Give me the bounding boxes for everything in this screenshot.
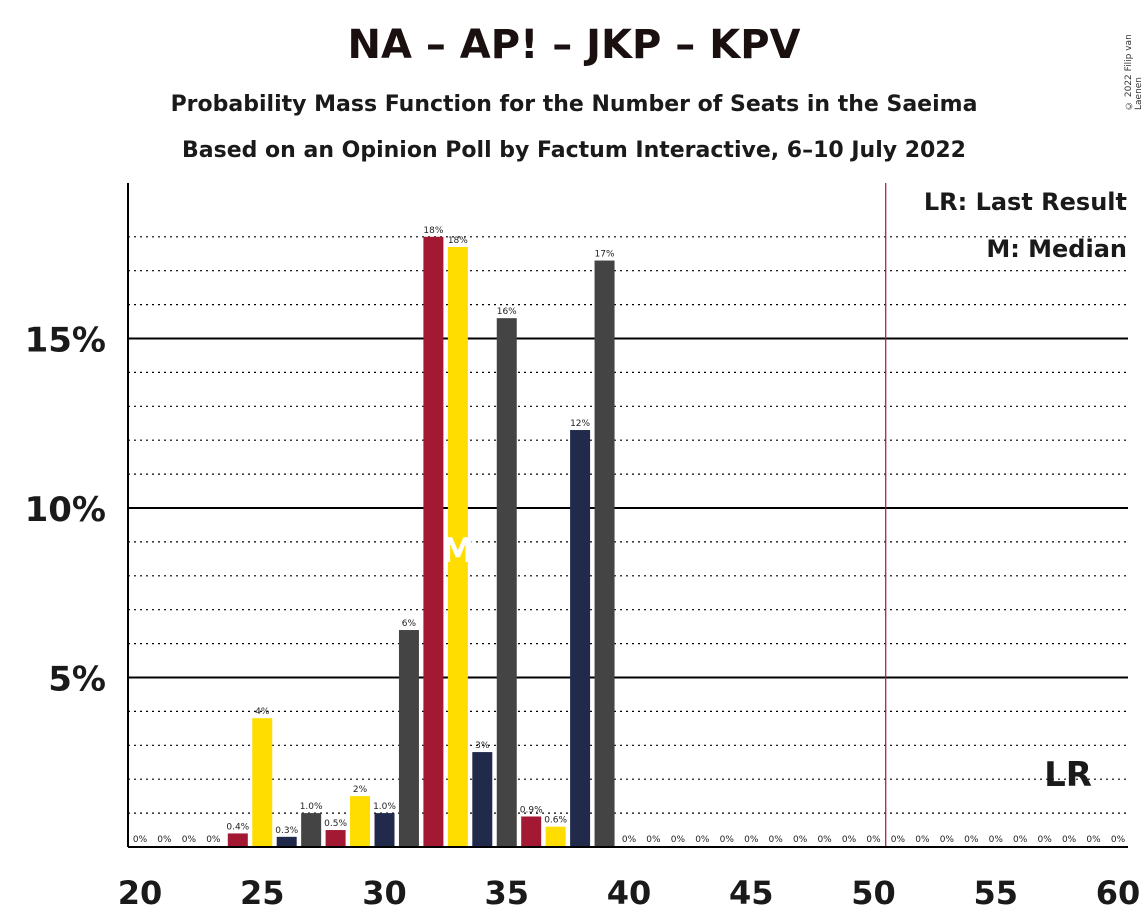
bar-value-label: 0% (744, 835, 759, 845)
bar-value-label: 0% (866, 835, 881, 845)
bar-value-label: 0% (671, 835, 686, 845)
bar-value-label: 16% (497, 307, 517, 317)
bar-value-label: 0.4% (226, 822, 249, 832)
median-marker: M (441, 531, 475, 571)
bar-value-label: 18% (448, 236, 468, 246)
chart-title: NA – AP! – JKP – KPV (347, 22, 801, 68)
bar-value-label: 0.3% (275, 826, 298, 836)
bar-value-label: 0% (133, 835, 148, 845)
x-tick-label: 35 (484, 874, 529, 912)
bar-seat-39 (594, 260, 615, 847)
bar-seat-24 (227, 833, 248, 847)
bar-value-label: 0% (622, 835, 637, 845)
bar-seat-36 (521, 816, 542, 847)
bar-value-label: 17% (595, 250, 615, 260)
bar-value-label: 6% (402, 619, 417, 629)
last-result-marker: LR (1044, 755, 1092, 795)
bar-value-label: 0.9% (520, 805, 543, 815)
bar-value-label: 0% (720, 835, 735, 845)
bar-value-label: 0% (842, 835, 857, 845)
bar-value-label: 4% (255, 707, 270, 717)
bar-value-label: 1.0% (300, 802, 323, 812)
bar-seat-31 (398, 630, 419, 847)
x-tick-label: 60 (1096, 874, 1141, 912)
x-tick-label: 50 (851, 874, 896, 912)
bar-value-label: 0% (646, 835, 661, 845)
bar-seat-38 (570, 430, 591, 847)
bar-value-label: 0% (1062, 835, 1077, 845)
x-tick-label: 55 (973, 874, 1018, 912)
x-tick-label: 25 (240, 874, 285, 912)
bar-value-label: 1.0% (373, 802, 396, 812)
y-tick-label: 15% (25, 321, 106, 361)
bar-value-label: 0% (695, 835, 710, 845)
bar-value-label: 0% (1038, 835, 1053, 845)
bar-value-label: 0% (1086, 835, 1101, 845)
bar-value-label: 0% (206, 835, 221, 845)
bar-value-label: 0% (915, 835, 930, 845)
y-tick-label: 10% (25, 490, 106, 530)
legend-last-result: LR: Last Result (924, 188, 1127, 216)
chart-subtitle: Probability Mass Function for the Number… (170, 92, 978, 117)
bar-value-label: 0% (182, 835, 197, 845)
legend-median: M: Median (986, 235, 1127, 263)
bar-seat-30 (374, 813, 395, 847)
x-tick-label: 45 (729, 874, 774, 912)
chart-source-subtitle: Based on an Opinion Poll by Factum Inter… (182, 138, 966, 163)
bar-value-label: 0% (891, 835, 906, 845)
bar-seat-37 (545, 826, 566, 847)
bar-seat-34 (472, 752, 493, 847)
bar-value-label: 0.5% (324, 819, 347, 829)
x-tick-label: 20 (118, 874, 163, 912)
bar-value-label: 0% (157, 835, 172, 845)
bar-seat-33 (447, 246, 468, 848)
bar-value-label: 0.6% (544, 816, 567, 826)
bar-value-label: 0% (940, 835, 955, 845)
bar-value-label: 3% (475, 741, 490, 751)
bar-seat-32 (423, 236, 444, 848)
bar-seat-35 (496, 318, 517, 847)
y-tick-label: 5% (48, 660, 106, 700)
bar-value-label: 0% (964, 835, 979, 845)
bar-value-label: 0% (1013, 835, 1028, 845)
bar-seat-28 (325, 830, 346, 847)
bar-value-label: 18% (423, 226, 443, 236)
bar-seat-26 (276, 836, 297, 847)
x-tick-label: 30 (362, 874, 407, 912)
bar-value-label: 0% (817, 835, 832, 845)
bar-seat-27 (301, 813, 322, 847)
bar-value-label: 0% (989, 835, 1004, 845)
bar-value-label: 0% (1111, 835, 1126, 845)
bar-value-label: 12% (570, 419, 590, 429)
bar-seat-25 (252, 718, 273, 847)
bar-value-label: 0% (793, 835, 808, 845)
x-tick-label: 40 (607, 874, 652, 912)
bar-seat-29 (350, 796, 371, 847)
bar-value-label: 0% (769, 835, 784, 845)
bar-value-label: 2% (353, 785, 368, 795)
